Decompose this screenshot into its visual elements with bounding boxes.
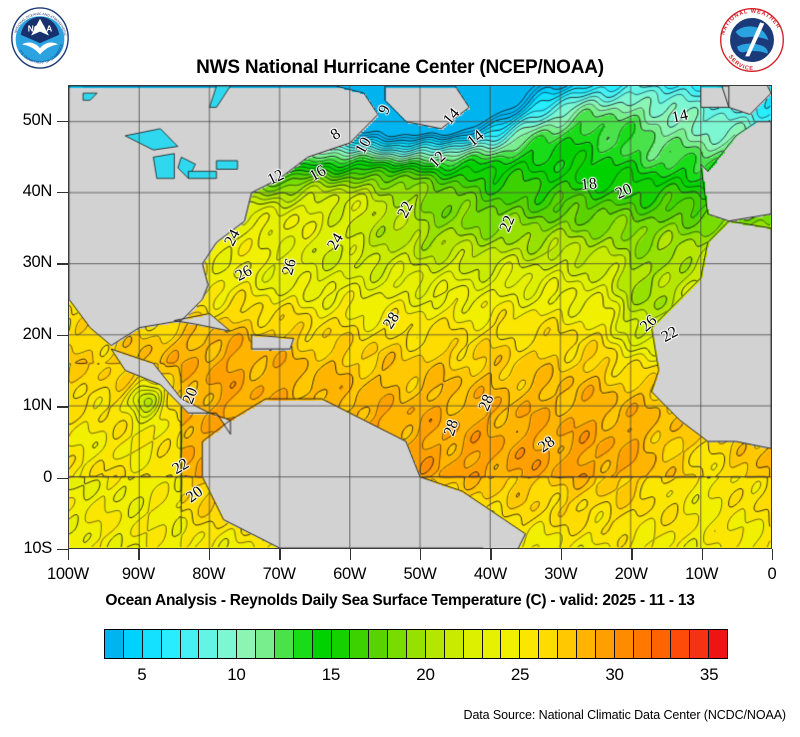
y-axis-label: 50N (22, 110, 53, 129)
colorbar-tick-label: 20 (416, 665, 435, 684)
x-axis-label: 20W (614, 565, 648, 583)
svg-text:NOAA: NOAA (28, 24, 52, 34)
sst-map-plot (68, 85, 772, 549)
x-axis-label: 80W (192, 565, 226, 583)
noaa-logo: NOAA NATIONAL OCEANIC AND ATMOSPHERIC U.… (8, 6, 72, 70)
data-source-note: Data Source: National Climatic Data Cent… (463, 708, 787, 722)
colorbar-tick-label: 35 (699, 665, 719, 684)
x-axis-tick (490, 549, 492, 560)
colorbar-swatch (633, 630, 653, 658)
x-axis-tick (420, 549, 422, 560)
colorbar-swatch (350, 630, 370, 658)
colorbar-swatch (539, 630, 558, 658)
colorbar-swatch (331, 630, 351, 658)
colorbar-swatch (388, 630, 407, 658)
y-axis-label: 10N (22, 396, 53, 415)
colorbar-tick-label: 15 (321, 665, 341, 684)
colorbar-swatch (671, 630, 691, 658)
colorbar-swatch (576, 630, 596, 658)
colorbar-swatch (520, 630, 540, 658)
contour-label: 18 (580, 175, 598, 194)
x-axis-label: 100W (47, 565, 89, 583)
x-axis-label: 70W (262, 565, 296, 583)
x-axis-label: 30W (544, 565, 578, 583)
y-axis-label: 40N (22, 182, 53, 201)
colorbar-swatch (595, 630, 615, 658)
colorbar-swatch (274, 630, 294, 658)
y-axis-label: 30N (22, 253, 53, 272)
colorbar-tick-label: 10 (227, 665, 246, 684)
colorbar-swatch (614, 630, 634, 658)
x-axis-tick (68, 549, 70, 560)
colorbar-tick-label: 25 (510, 665, 530, 684)
colorbar-tick-label: 5 (137, 665, 147, 684)
colorbar-swatch (652, 630, 672, 658)
y-axis-tick (57, 334, 68, 337)
colorbar-swatch (444, 630, 464, 658)
page-title: NWS National Hurricane Center (NCEP/NOAA… (196, 57, 604, 78)
colorbar-swatch (123, 630, 143, 658)
colorbar-swatch (199, 630, 219, 658)
nws-logo: NATIONAL WEATHER SERVICE (718, 6, 786, 74)
y-axis-tick (57, 192, 68, 194)
y-axis-tick (57, 263, 68, 265)
x-axis-label: 50W (403, 565, 437, 583)
x-axis-tick (138, 549, 140, 560)
y-axis-tick (57, 406, 68, 408)
colorbar-tick-label: 30 (605, 665, 624, 684)
colorbar-swatch (425, 630, 445, 658)
colorbar-swatch (690, 630, 709, 658)
colorbar-swatch (501, 630, 521, 658)
colorbar-swatch (482, 630, 502, 658)
x-axis-tick (701, 549, 703, 560)
y-axis-tick (57, 549, 68, 551)
colorbar-swatch (161, 630, 181, 658)
colorbar-swatch (463, 630, 483, 658)
y-axis-label: 0 (43, 467, 52, 486)
colorbar-swatch (293, 630, 313, 658)
x-axis-tick (349, 549, 351, 560)
y-axis-label: 20N (22, 324, 53, 343)
x-axis-tick (772, 549, 774, 560)
colorbar-swatches (104, 629, 728, 659)
x-axis-label: 90W (121, 565, 155, 583)
colorbar-swatch (369, 630, 389, 658)
colorbar-swatch (142, 630, 162, 658)
x-axis-label: 40W (473, 565, 507, 583)
y-axis-label: 10S (23, 539, 53, 557)
x-axis-tick (208, 549, 211, 560)
colorbar-swatch (312, 630, 332, 658)
colorbar-swatch (256, 630, 275, 658)
x-axis-label: 10W (685, 565, 719, 583)
colorbar-swatch (709, 630, 727, 658)
y-axis-tick (57, 120, 68, 123)
x-axis-tick (631, 549, 633, 560)
colorbar-swatch (558, 630, 577, 658)
x-axis-tick (560, 549, 563, 560)
x-axis-label: 0 (767, 565, 777, 583)
colorbar-swatch (237, 630, 256, 658)
colorbar-swatch (180, 630, 200, 658)
x-axis-tick (279, 549, 281, 560)
colorbar (104, 629, 728, 659)
chart-caption: Ocean Analysis - Reynolds Daily Sea Surf… (105, 592, 695, 609)
colorbar-swatch (105, 630, 124, 658)
sst-contour-canvas (69, 86, 771, 548)
x-axis-label: 60W (333, 565, 367, 583)
y-axis-tick (57, 477, 68, 479)
colorbar-swatch (407, 630, 426, 658)
colorbar-swatch (218, 630, 238, 658)
